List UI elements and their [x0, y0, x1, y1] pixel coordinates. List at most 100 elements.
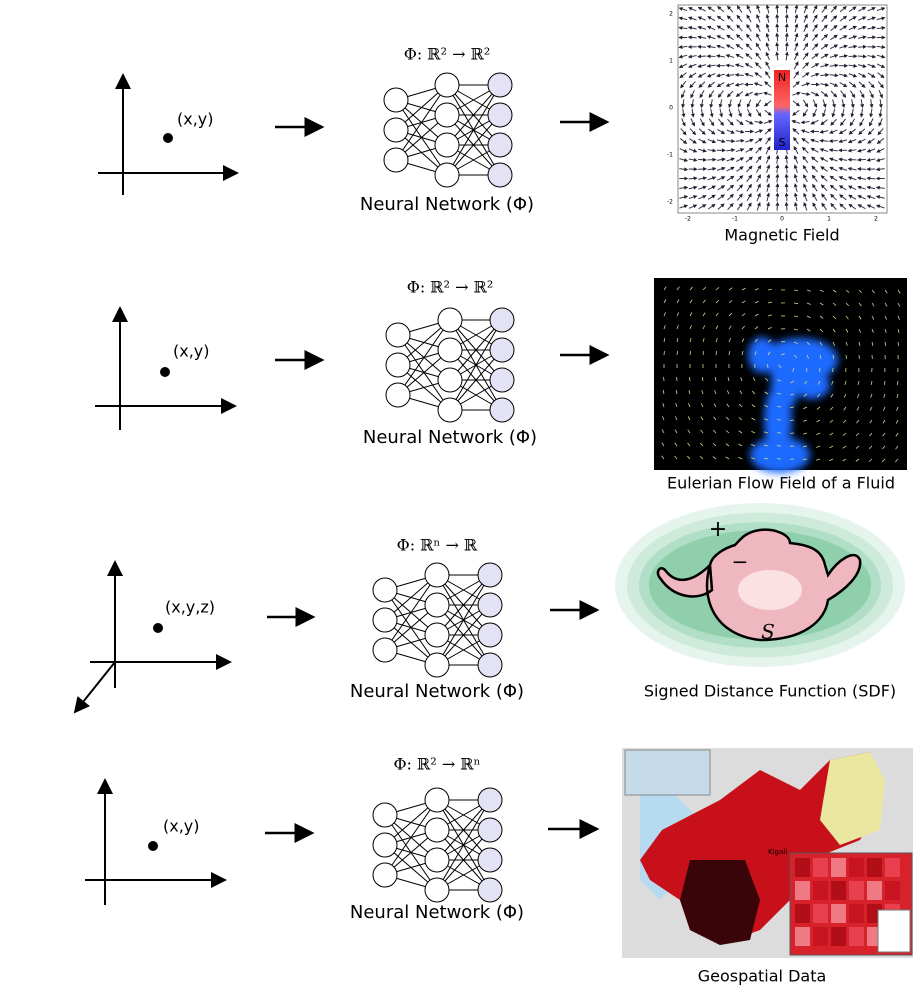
field-arrow [765, 145, 771, 155]
field-arrow [839, 35, 848, 40]
field-arrow [716, 166, 726, 171]
flow-vector [754, 351, 757, 356]
point [153, 623, 163, 633]
field-arrow [678, 7, 688, 12]
flow-vector [793, 289, 799, 291]
neuron [372, 862, 398, 888]
field-arrow [849, 118, 856, 127]
field-arrow [793, 136, 799, 145]
output-caption: Magnetic Field [724, 226, 839, 245]
field-arrow [765, 23, 770, 33]
field-arrow [812, 108, 817, 118]
field-arrow [849, 90, 856, 99]
edge [449, 319, 503, 411]
flow-vector [882, 445, 886, 450]
flow-vector [868, 445, 873, 450]
plume-part [748, 337, 776, 373]
field-arrow [727, 203, 734, 210]
flow-vector [882, 419, 886, 424]
field-arrow [810, 147, 819, 153]
flow-vector [829, 458, 834, 462]
field-arrow [794, 4, 799, 14]
point-label: (x,y) [177, 110, 214, 129]
field-arrow [775, 32, 780, 42]
flow-vector [805, 367, 808, 373]
field-arrow [869, 108, 874, 118]
field-arrow [766, 183, 771, 192]
field-arrow [775, 51, 780, 61]
field-arrow [866, 204, 876, 209]
flow-vector [764, 391, 769, 395]
field-arrow [802, 155, 809, 164]
field-arrow [736, 202, 743, 211]
flow-vector [858, 289, 863, 294]
sdf-minus: − [732, 550, 749, 574]
flow-vector [829, 406, 834, 411]
flow-vector [845, 341, 848, 346]
flow-vector [767, 339, 772, 343]
field-arrow [688, 7, 697, 12]
field-arrow [878, 118, 883, 127]
flow-vector [806, 289, 811, 292]
field-arrow [700, 108, 705, 118]
flow-vector [816, 445, 821, 448]
field-arrow [793, 164, 798, 174]
field-arrow [828, 157, 838, 162]
flow-vector [715, 325, 719, 330]
flow-vector [793, 328, 798, 331]
field-arrow [707, 81, 715, 88]
field-arrow [746, 202, 752, 211]
field-arrow [706, 73, 716, 78]
field-arrow [746, 4, 752, 14]
field-arrow [794, 13, 799, 23]
field-arrow [736, 14, 743, 23]
flow-vector [857, 393, 860, 398]
flow-vector [700, 429, 704, 434]
field-arrow [690, 99, 695, 109]
field-arrow [717, 128, 726, 135]
detail-cell [813, 904, 828, 923]
neuron [385, 382, 411, 408]
flow-vector [702, 286, 707, 291]
field-arrow [820, 91, 829, 97]
field-arrow [716, 15, 725, 22]
field-arrow [688, 72, 697, 78]
neuron [372, 802, 398, 828]
network-label: Neural Network (Φ) [363, 427, 537, 448]
flow-vector [702, 338, 705, 343]
field-arrow [848, 35, 858, 40]
flow-vector [831, 380, 834, 385]
field-arrow [828, 148, 838, 153]
flow-vector [674, 442, 678, 447]
field-arrow [867, 138, 875, 144]
field-arrow [754, 72, 763, 78]
field-arrow [792, 128, 800, 135]
detail-cell [831, 881, 846, 900]
flow-vector [855, 445, 860, 449]
field-arrow [688, 176, 698, 181]
field-arrow [775, 41, 780, 51]
field-arrow [810, 72, 820, 77]
field-arrow [688, 148, 698, 153]
field-arrow [746, 14, 752, 23]
field-arrow [775, 154, 780, 164]
flow-vector [883, 380, 886, 386]
field-arrow [764, 128, 772, 135]
neuron [424, 652, 450, 678]
field-arrow [868, 81, 875, 89]
field-arrow [858, 16, 867, 21]
field-arrow [860, 99, 865, 109]
field-arrow [848, 63, 858, 68]
flow-vector [856, 419, 860, 424]
y-tick-label: 0 [669, 105, 673, 112]
flow-vector [714, 376, 717, 382]
neuron [372, 607, 398, 633]
field-arrow [866, 176, 876, 181]
flow-vector [819, 315, 824, 319]
neuron [434, 162, 460, 188]
formula: Φ: ℝ² → ℝ² [407, 278, 494, 297]
neuron [434, 72, 460, 98]
field-arrow [726, 90, 734, 98]
flow-vector [699, 455, 704, 460]
field-arrow [802, 109, 809, 117]
